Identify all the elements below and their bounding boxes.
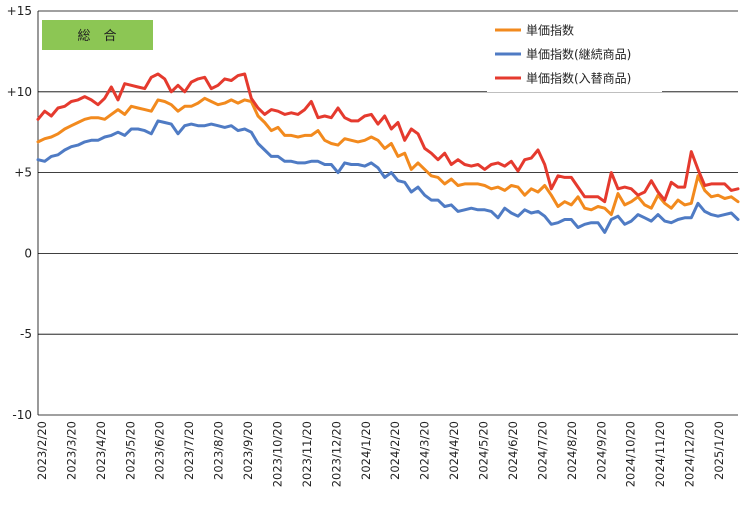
x-tick-label: 2023/6/20 [153, 421, 167, 480]
legend-label: 単価指数 [526, 23, 574, 38]
category-badge: 総 合 [42, 20, 153, 50]
x-tick-label: 2023/4/20 [94, 421, 108, 480]
x-tick-label: 2024/1/20 [359, 421, 373, 480]
x-tick-label: 2023/2/20 [35, 421, 49, 480]
x-tick-label: 2023/9/20 [241, 421, 255, 480]
x-tick-label: 2023/5/20 [123, 421, 137, 480]
x-tick-label: 2023/11/20 [300, 421, 314, 487]
x-tick-label: 2023/3/20 [64, 421, 78, 480]
y-tick-label: +10 [7, 85, 32, 99]
x-axis-tick-labels: 2023/2/20 2023/3/20 2023/4/20 2023/5/20 2023… [35, 421, 726, 487]
x-tick-label: 2024/5/20 [477, 421, 491, 480]
x-tick-label: 2023/10/20 [270, 421, 284, 487]
badge-background [42, 20, 153, 50]
badge-label: 総 合 [77, 29, 116, 44]
y-tick-label: 0 [24, 246, 32, 260]
y-axis-tick-labels: +15 +10 +5 0 -5 -10 [7, 4, 32, 422]
legend-label: 単価指数(入替商品) [526, 71, 631, 86]
legend-label: 単価指数(継続商品) [526, 47, 631, 62]
x-tick-label: 2024/3/20 [418, 421, 432, 480]
y-tick-label: +5 [14, 166, 32, 180]
x-tick-label: 2024/6/20 [506, 421, 520, 480]
x-tick-label: 2023/12/20 [329, 421, 343, 487]
series-line [36, 72, 740, 204]
x-tick-label: 2024/2/20 [388, 421, 402, 480]
x-tick-label: 2024/7/20 [535, 421, 549, 480]
gridlines [37, 10, 738, 416]
series-line [36, 96, 740, 217]
x-tick-label: 2024/8/20 [565, 421, 579, 480]
x-tick-label: 2024/12/20 [683, 421, 697, 487]
x-tick-label: 2023/8/20 [212, 421, 226, 480]
y-tick-label: -5 [20, 327, 32, 341]
y-tick-label: +15 [7, 4, 32, 18]
x-tick-label: 2024/11/20 [653, 421, 667, 487]
x-tick-label: 2024/9/20 [594, 421, 608, 480]
y-tick-label: -10 [12, 408, 32, 422]
x-tick-label: 2024/10/20 [624, 421, 638, 487]
x-tick-label: 2025/1/20 [712, 421, 726, 480]
series-line [36, 119, 740, 234]
x-tick-label: 2023/7/20 [182, 421, 196, 480]
series-lines [36, 72, 740, 234]
x-tick-label: 2024/4/20 [447, 421, 461, 480]
